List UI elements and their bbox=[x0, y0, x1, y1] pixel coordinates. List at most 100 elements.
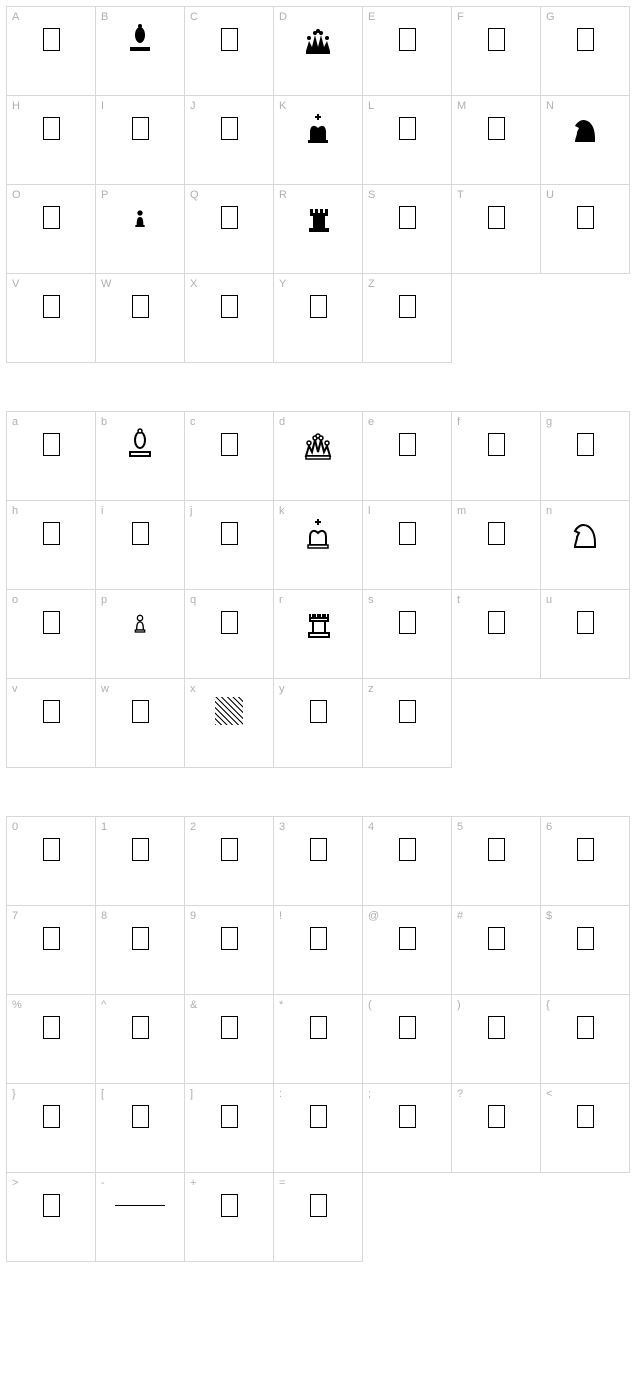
empty-glyph-box bbox=[132, 522, 149, 545]
empty-glyph-box bbox=[221, 117, 238, 140]
empty-glyph-box bbox=[399, 1105, 416, 1128]
empty-glyph-box bbox=[221, 1194, 238, 1217]
empty-glyph-box bbox=[43, 611, 60, 634]
empty-glyph-box bbox=[310, 927, 327, 950]
char-cell: n bbox=[541, 501, 630, 590]
glyph-wrap bbox=[185, 829, 273, 869]
glyph-wrap bbox=[7, 286, 95, 326]
empty-glyph-box bbox=[132, 838, 149, 861]
empty-glyph-box bbox=[488, 117, 505, 140]
glyph-wrap bbox=[363, 1007, 451, 1047]
glyph-wrap bbox=[274, 1185, 362, 1225]
glyph-wrap bbox=[96, 1096, 184, 1136]
glyph-wrap bbox=[452, 1096, 540, 1136]
empty-glyph-box bbox=[310, 1105, 327, 1128]
glyph-wrap bbox=[7, 513, 95, 553]
glyph-wrap bbox=[96, 829, 184, 869]
char-cell: a bbox=[7, 412, 96, 501]
glyph-wrap bbox=[7, 108, 95, 148]
chart-section-lower: abcdefghijklmnopqrstuvwxyz bbox=[6, 411, 634, 768]
glyph-wrap bbox=[7, 1007, 95, 1047]
queen-white-icon bbox=[300, 426, 336, 462]
glyph-wrap bbox=[363, 602, 451, 642]
empty-glyph-box bbox=[43, 433, 60, 456]
char-cell: d bbox=[274, 412, 363, 501]
char-cell: 0 bbox=[7, 817, 96, 906]
empty-glyph-box bbox=[399, 927, 416, 950]
glyph-wrap bbox=[274, 691, 362, 731]
empty-glyph-box bbox=[43, 700, 60, 723]
char-cell: 3 bbox=[274, 817, 363, 906]
empty-glyph-box bbox=[132, 1105, 149, 1128]
empty-glyph-box bbox=[43, 522, 60, 545]
char-cell: = bbox=[274, 1173, 363, 1262]
glyph-wrap bbox=[7, 424, 95, 464]
glyph-wrap bbox=[274, 513, 362, 553]
glyph-wrap bbox=[96, 19, 184, 59]
char-cell: V bbox=[7, 274, 96, 363]
glyph-wrap bbox=[185, 197, 273, 237]
empty-glyph-box bbox=[488, 927, 505, 950]
char-cell: W bbox=[96, 274, 185, 363]
char-cell: p bbox=[96, 590, 185, 679]
char-cell: S bbox=[363, 185, 452, 274]
empty-glyph-box bbox=[132, 117, 149, 140]
empty-glyph-box bbox=[132, 295, 149, 318]
empty-glyph-box bbox=[43, 1016, 60, 1039]
glyph-wrap bbox=[96, 513, 184, 553]
glyph-wrap bbox=[96, 602, 184, 642]
empty-glyph-box bbox=[577, 433, 594, 456]
char-cell: % bbox=[7, 995, 96, 1084]
char-cell: H bbox=[7, 96, 96, 185]
glyph-wrap bbox=[185, 108, 273, 148]
char-cell: P bbox=[96, 185, 185, 274]
char-cell: m bbox=[452, 501, 541, 590]
hatch-glyph bbox=[215, 697, 243, 725]
empty-glyph-box bbox=[43, 1194, 60, 1217]
char-cell: O bbox=[7, 185, 96, 274]
char-cell: $ bbox=[541, 906, 630, 995]
empty-glyph-box bbox=[221, 522, 238, 545]
glyph-wrap bbox=[541, 424, 629, 464]
char-cell: ; bbox=[363, 1084, 452, 1173]
char-cell: D bbox=[274, 7, 363, 96]
char-cell: F bbox=[452, 7, 541, 96]
char-cell: N bbox=[541, 96, 630, 185]
glyph-wrap bbox=[541, 19, 629, 59]
char-cell: M bbox=[452, 96, 541, 185]
empty-glyph-box bbox=[221, 1105, 238, 1128]
char-cell: # bbox=[452, 906, 541, 995]
char-cell: ! bbox=[274, 906, 363, 995]
char-cell: h bbox=[7, 501, 96, 590]
char-cell: f bbox=[452, 412, 541, 501]
glyph-wrap bbox=[452, 197, 540, 237]
char-cell: ( bbox=[363, 995, 452, 1084]
char-cell: Q bbox=[185, 185, 274, 274]
glyph-wrap bbox=[363, 691, 451, 731]
char-cell: - bbox=[96, 1173, 185, 1262]
char-cell: w bbox=[96, 679, 185, 768]
rook-black-icon bbox=[300, 199, 336, 235]
empty-glyph-box bbox=[399, 433, 416, 456]
glyph-wrap bbox=[185, 1096, 273, 1136]
empty-glyph-box bbox=[132, 927, 149, 950]
glyph-wrap bbox=[274, 424, 362, 464]
glyph-wrap bbox=[274, 197, 362, 237]
char-cell: v bbox=[7, 679, 96, 768]
glyph-wrap bbox=[363, 829, 451, 869]
char-cell: 2 bbox=[185, 817, 274, 906]
char-cell: X bbox=[185, 274, 274, 363]
glyph-wrap bbox=[452, 19, 540, 59]
empty-glyph-box bbox=[43, 28, 60, 51]
empty-glyph-box bbox=[577, 28, 594, 51]
char-cell: b bbox=[96, 412, 185, 501]
glyph-wrap bbox=[274, 602, 362, 642]
char-cell: U bbox=[541, 185, 630, 274]
char-cell: { bbox=[541, 995, 630, 1084]
char-cell: [ bbox=[96, 1084, 185, 1173]
char-cell: I bbox=[96, 96, 185, 185]
glyph-wrap bbox=[541, 513, 629, 553]
char-cell: < bbox=[541, 1084, 630, 1173]
queen-black-icon bbox=[300, 21, 336, 57]
empty-glyph-box bbox=[43, 206, 60, 229]
